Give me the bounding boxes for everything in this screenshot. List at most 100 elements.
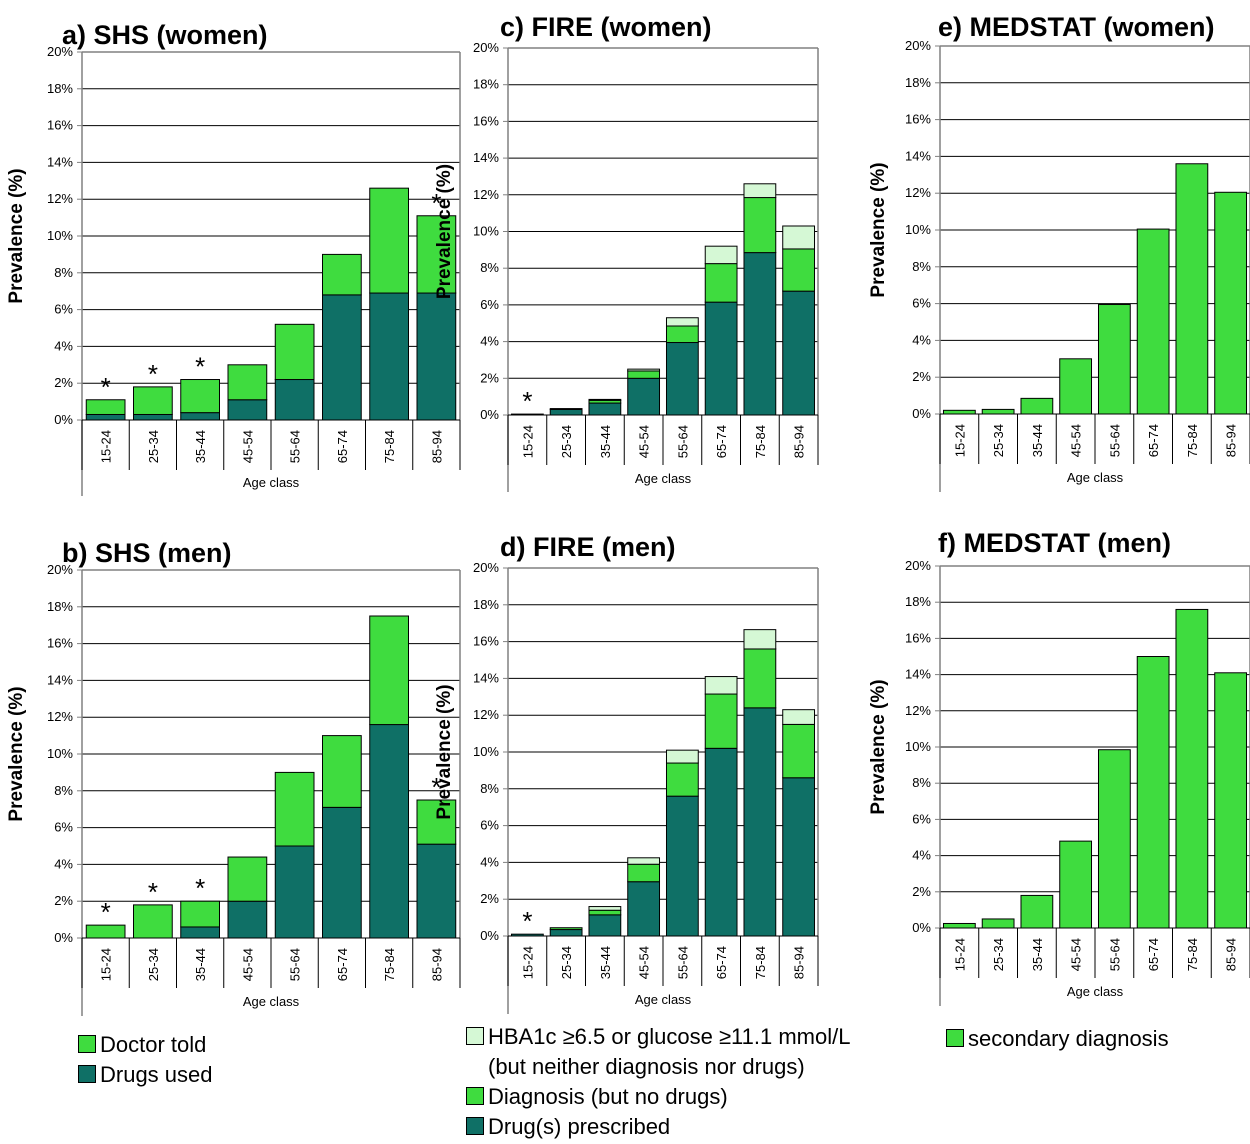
x-tick-label: 75-84: [382, 948, 397, 981]
y-axis-label: Prevalence (%): [6, 686, 27, 821]
bar-segment: [416, 843, 457, 939]
legend-item: secondary diagnosis: [946, 1024, 1169, 1054]
bar-segment: [227, 900, 268, 939]
legend-label: secondary diagnosis: [968, 1026, 1169, 1051]
chart-title: c) FIRE (women): [500, 12, 712, 42]
bar-segment: [180, 900, 220, 928]
x-tick-label: 65-74: [335, 430, 350, 463]
x-tick-label: 35-44: [193, 948, 208, 981]
bar-segment: [942, 922, 976, 929]
chart-f: f) MEDSTAT (men) 0% 2% 4% 6% 8% 10% 12% 14% 16% 18…: [868, 528, 1250, 1006]
y-tick-label: 6%: [54, 820, 73, 835]
bar-segment: [588, 402, 622, 416]
bar-segment: [704, 676, 738, 695]
bar-segment: [1136, 656, 1170, 929]
y-tick-label: 2%: [480, 370, 499, 385]
legend-item: Drug(s) prescribed: [466, 1112, 850, 1142]
bar-segment: [369, 724, 409, 939]
y-tick-label: 14%: [473, 150, 499, 165]
x-tick-label: 35-44: [1030, 424, 1045, 457]
y-tick-label: 8%: [480, 260, 499, 275]
bar-segment: [133, 386, 173, 415]
chart-d: d) FIRE (men) 0% 2% 4% 6% 8% 10% 12% 14% 16% 18% 20…: [434, 532, 819, 1014]
y-tick-label: 16%: [47, 636, 73, 651]
legend-label: Diagnosis (but no drugs): [488, 1084, 728, 1109]
bar-segment: [1059, 358, 1093, 415]
y-tick-label: 6%: [480, 297, 499, 312]
y-tick-label: 2%: [54, 375, 73, 390]
x-axis-label: Age class: [243, 994, 300, 1009]
y-tick-label: 6%: [912, 296, 931, 311]
legend-label: Drug(s) prescribed: [488, 1114, 671, 1139]
x-tick-label: 85-94: [1224, 424, 1239, 457]
bar-segment: [782, 225, 816, 250]
y-tick-label: 8%: [54, 783, 73, 798]
y-tick-label: 12%: [473, 707, 499, 722]
bar-segment: [274, 845, 315, 939]
x-tick-label: 65-74: [1146, 424, 1161, 457]
significance-marker: *: [101, 372, 111, 402]
significance-marker: *: [522, 386, 532, 416]
bar-segment: [782, 723, 816, 779]
y-tick-label: 18%: [905, 75, 931, 90]
y-tick-label: 20%: [47, 44, 73, 59]
legend-medstat: secondary diagnosis: [946, 1024, 1169, 1054]
chart-e: e) MEDSTAT (women) 0% 2% 4% 6% 8% 10% 12% 14% 16%…: [868, 12, 1250, 492]
bar-segment: [1214, 672, 1248, 929]
x-axis-label: Age class: [1067, 984, 1124, 999]
y-tick-label: 16%: [473, 634, 499, 649]
significance-marker: *: [101, 897, 111, 927]
y-tick-label: 18%: [473, 597, 499, 612]
bar-segment: [627, 368, 661, 372]
y-tick-label: 0%: [54, 930, 73, 945]
x-axis-label: Age class: [1067, 470, 1124, 485]
x-tick-label: 65-74: [714, 946, 729, 979]
bar-segment: [665, 749, 699, 764]
y-tick-label: 20%: [473, 560, 499, 575]
legend-swatch: [946, 1029, 964, 1047]
x-tick-label: 55-64: [1107, 424, 1122, 457]
bar-segment: [549, 927, 583, 931]
x-tick-label: 45-54: [240, 430, 255, 463]
bar-segment: [588, 914, 622, 937]
x-tick-label: 25-34: [559, 425, 574, 458]
bar-segment: [782, 777, 816, 937]
bar-segment: [227, 856, 268, 902]
y-tick-label: 0%: [54, 412, 73, 427]
bar-segment: [665, 325, 699, 344]
x-tick-label: 85-94: [792, 425, 807, 458]
legend-swatch: [78, 1035, 96, 1053]
legend-fire: HBA1c ≥6.5 or glucose ≥11.1 mmol/L (but …: [466, 1022, 850, 1142]
chart-c: c) FIRE (women) 0% 2% 4% 6% 8% 10% 12% 14% 16% 18%…: [434, 12, 819, 492]
bar-segment: [1136, 228, 1170, 415]
bar-segment: [369, 615, 409, 726]
y-tick-label: 10%: [473, 224, 499, 239]
y-tick-label: 8%: [912, 259, 931, 274]
x-tick-label: 35-44: [1030, 938, 1045, 971]
bar-segment: [133, 904, 173, 939]
x-tick-label: 15-24: [520, 946, 535, 979]
y-tick-label: 10%: [47, 746, 73, 761]
legend-swatch: [466, 1027, 484, 1045]
y-tick-label: 20%: [473, 40, 499, 55]
chart-title: e) MEDSTAT (women): [938, 12, 1215, 42]
bar-segment: [274, 323, 315, 381]
x-tick-label: 75-84: [753, 425, 768, 458]
bar-segment: [510, 933, 544, 937]
y-tick-label: 6%: [912, 811, 931, 826]
x-axis-label: Age class: [243, 475, 300, 490]
bar-segment: [180, 379, 220, 414]
bar-segment: [227, 364, 268, 401]
bar-segment: [942, 409, 976, 415]
x-tick-label: 35-44: [598, 946, 613, 979]
y-tick-label: 14%: [473, 670, 499, 685]
bar-segment: [85, 924, 126, 939]
y-tick-label: 2%: [54, 893, 73, 908]
bar-segment: [180, 412, 220, 421]
bar-segment: [322, 806, 362, 939]
x-tick-label: 15-24: [952, 938, 967, 971]
y-tick-label: 12%: [905, 703, 931, 718]
bar-segment: [743, 183, 777, 199]
bar-segment: [704, 245, 738, 265]
